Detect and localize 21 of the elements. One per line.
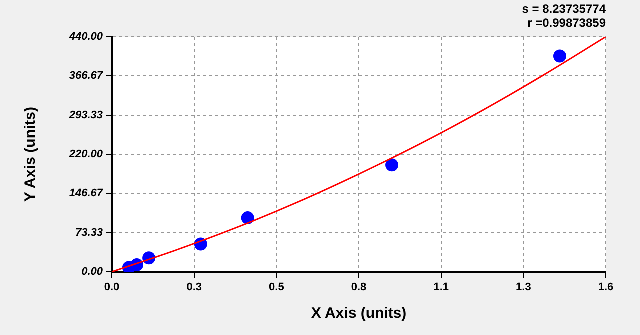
x-tick-label: 1.6 bbox=[598, 282, 614, 294]
x-tick-label: 1.1 bbox=[434, 282, 449, 294]
y-tick-label: 293.33 bbox=[68, 109, 103, 122]
x-tick-label: 1.3 bbox=[516, 282, 532, 294]
y-tick-label: 73.33 bbox=[75, 226, 103, 239]
y-axis-title: Y Axis (units) bbox=[22, 106, 40, 202]
text: s = 8.23735774 bbox=[522, 2, 606, 16]
point bbox=[553, 50, 566, 63]
point bbox=[241, 212, 254, 225]
x-tick-label: 0.8 bbox=[351, 282, 367, 294]
text: r =0.99873859 bbox=[526, 16, 606, 30]
y-tick-label: 146.67 bbox=[69, 188, 104, 200]
y-tick-label: 366.67 bbox=[69, 70, 104, 82]
x-tick-label: 0.3 bbox=[186, 282, 202, 294]
y-tick-label: 220.00 bbox=[68, 148, 104, 161]
x-tick-label: 0.0 bbox=[104, 282, 120, 294]
x-tick-label: 0.5 bbox=[269, 282, 284, 294]
x-axis-title: X Axis (units) bbox=[311, 305, 407, 322]
y-tick-label: 440.00 bbox=[68, 31, 104, 44]
point bbox=[386, 158, 399, 172]
y-tick-label: 0.00 bbox=[82, 266, 104, 278]
